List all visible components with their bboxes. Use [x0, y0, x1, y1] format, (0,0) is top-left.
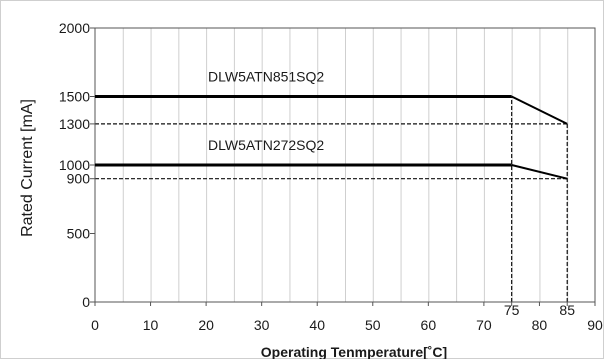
series-line-1-derating	[511, 95, 568, 125]
x-tick-label: 85	[559, 302, 575, 318]
y-tick-label: 900	[67, 171, 91, 187]
x-tick-label: 0	[91, 317, 99, 333]
y-tick-label: 0	[82, 294, 90, 310]
series-line-2-derating	[511, 164, 568, 180]
x-tick-label: 90	[587, 317, 603, 333]
tick-marks	[90, 27, 596, 306]
x-tick-label: 75	[504, 302, 520, 318]
y-tick-label: 1000	[59, 157, 90, 173]
y-axis-title: Rated Current [mA]	[19, 99, 36, 237]
y-tick-label: 1500	[59, 89, 90, 105]
y-tick-label: 2000	[59, 20, 90, 36]
series-layer: DLW5ATN851SQ2 DLW5ATN272SQ2	[95, 69, 568, 180]
x-tick-label: 80	[532, 317, 548, 333]
y-tick-label: 500	[67, 226, 91, 242]
x-tick-label: 70	[476, 317, 492, 333]
x-tick-label: 30	[254, 317, 270, 333]
series-label: DLW5ATN851SQ2	[208, 69, 324, 85]
y-tick-label: 1300	[59, 116, 90, 132]
x-axis-title: Operating Tenmperature[˚C]	[261, 344, 447, 359]
x-tick-label: 20	[198, 317, 214, 333]
series-label: DLW5ATN272SQ2	[208, 137, 324, 153]
x-tick-label: 10	[143, 317, 159, 333]
x-tick-label: 40	[309, 317, 325, 333]
x-tick-label: 60	[421, 317, 437, 333]
x-tick-label: 50	[365, 317, 381, 333]
reference-lines	[95, 96, 568, 302]
